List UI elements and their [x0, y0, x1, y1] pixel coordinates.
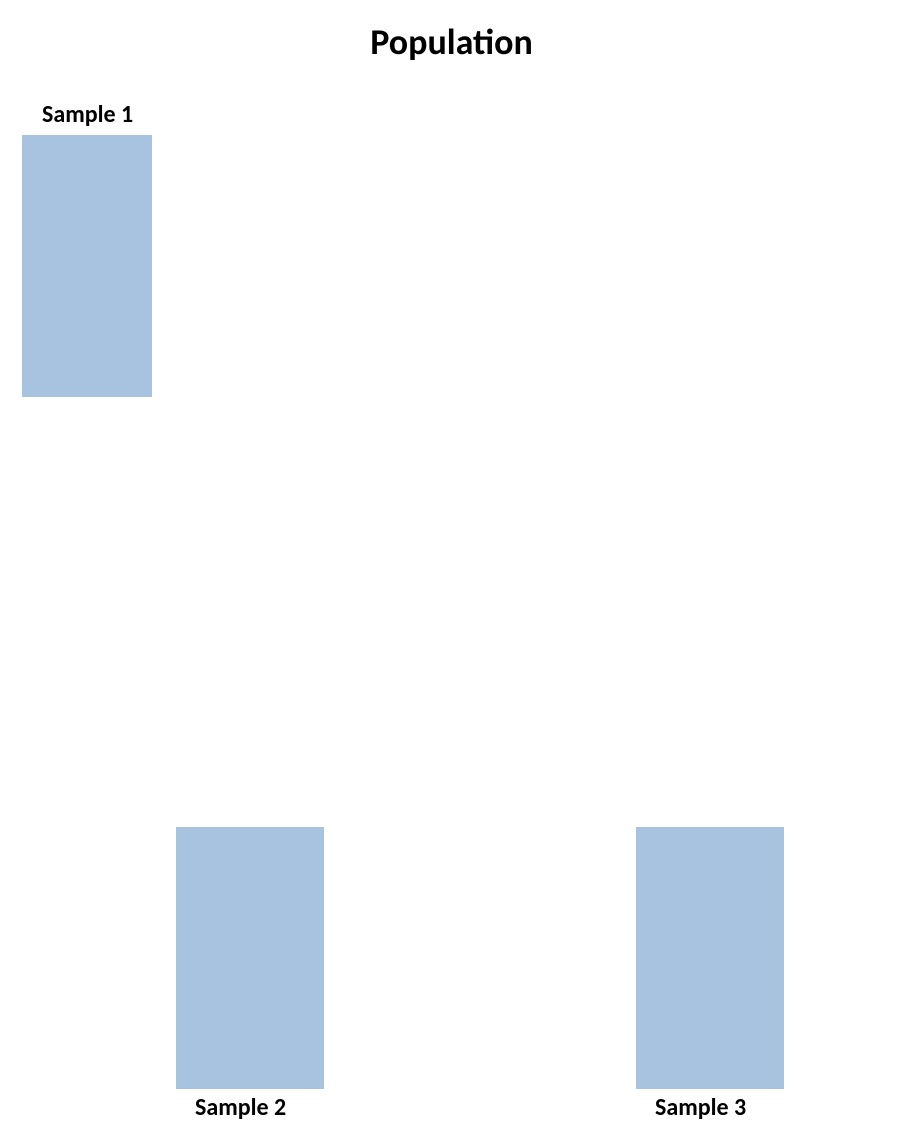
- page-title: Population: [0, 0, 903, 64]
- sample1-label: Sample 1: [42, 100, 133, 129]
- sample2-highlight: [176, 827, 324, 1089]
- sample2-label: Sample 2: [195, 1093, 286, 1122]
- sample1-highlight: [22, 135, 152, 397]
- sample3-label: Sample 3: [655, 1093, 746, 1122]
- sample3-highlight: [636, 827, 784, 1089]
